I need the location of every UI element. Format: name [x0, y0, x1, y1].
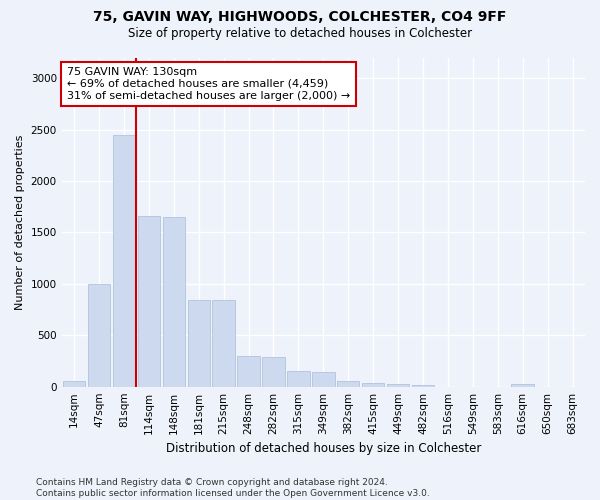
Bar [337, 381, 359, 386]
Bar [387, 384, 409, 386]
X-axis label: Distribution of detached houses by size in Colchester: Distribution of detached houses by size … [166, 442, 481, 455]
Bar [412, 384, 434, 386]
Bar [238, 356, 260, 386]
Bar [362, 382, 385, 386]
Bar [88, 284, 110, 386]
Bar [287, 372, 310, 386]
Bar [511, 384, 534, 386]
Y-axis label: Number of detached properties: Number of detached properties [15, 134, 25, 310]
Text: 75 GAVIN WAY: 130sqm
← 69% of detached houses are smaller (4,459)
31% of semi-de: 75 GAVIN WAY: 130sqm ← 69% of detached h… [67, 68, 350, 100]
Bar [113, 134, 135, 386]
Bar [137, 216, 160, 386]
Bar [262, 357, 285, 386]
Bar [312, 372, 335, 386]
Bar [163, 217, 185, 386]
Text: Contains HM Land Registry data © Crown copyright and database right 2024.
Contai: Contains HM Land Registry data © Crown c… [36, 478, 430, 498]
Bar [212, 300, 235, 386]
Text: Size of property relative to detached houses in Colchester: Size of property relative to detached ho… [128, 28, 472, 40]
Bar [63, 381, 85, 386]
Text: 75, GAVIN WAY, HIGHWOODS, COLCHESTER, CO4 9FF: 75, GAVIN WAY, HIGHWOODS, COLCHESTER, CO… [94, 10, 506, 24]
Bar [188, 300, 210, 386]
